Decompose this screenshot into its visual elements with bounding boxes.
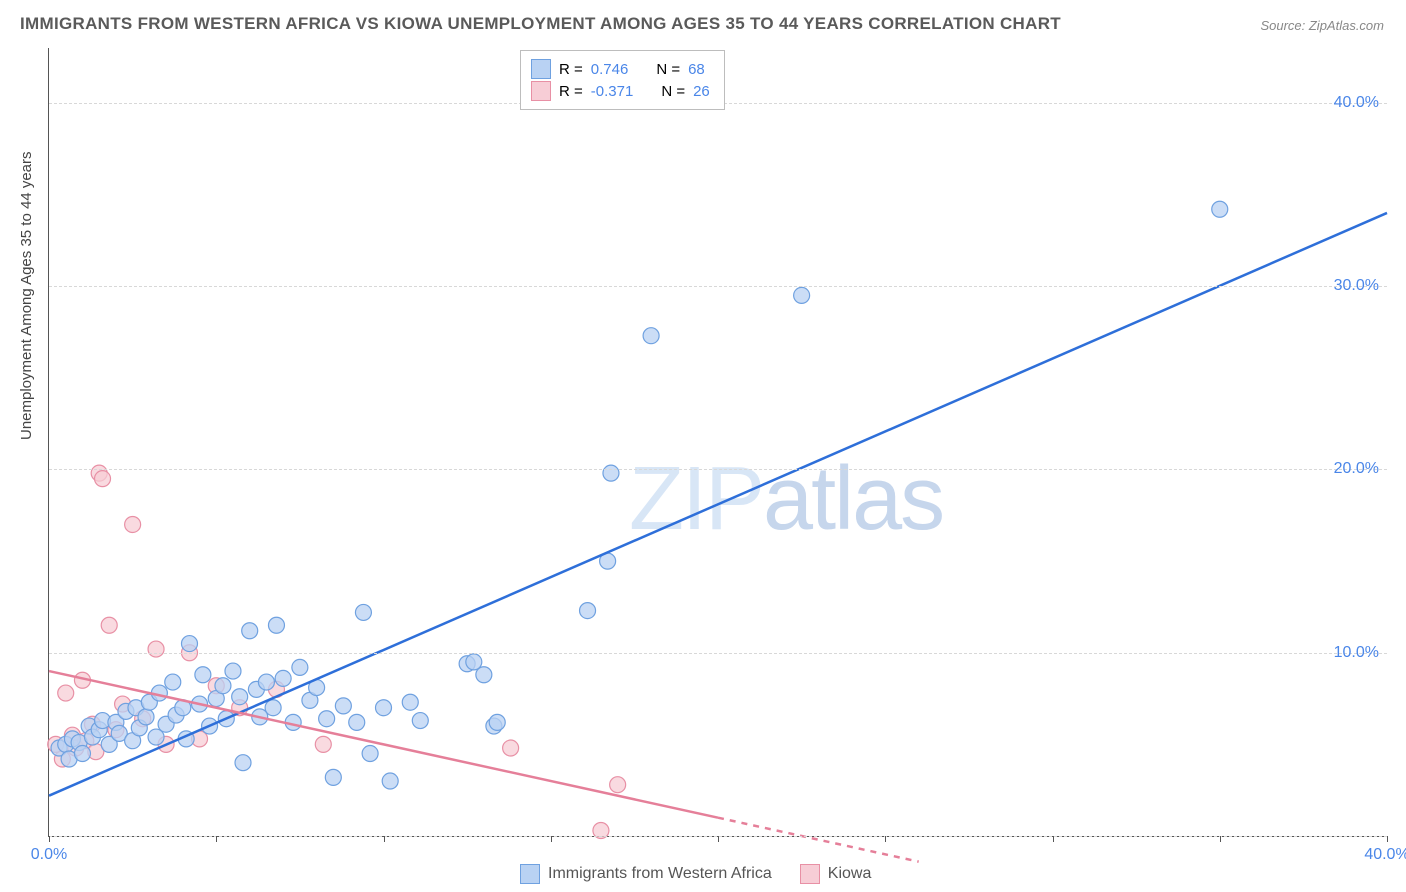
correlation-legend: R = 0.746 N = 68 R = -0.371 N = 26	[520, 50, 725, 110]
y-axis-label: Unemployment Among Ages 35 to 44 years	[18, 151, 35, 440]
swatch-blue	[520, 864, 540, 884]
legend-item-blue: Immigrants from Western Africa	[520, 864, 772, 884]
legend-row-blue: R = 0.746 N = 68	[531, 59, 710, 79]
x-tick	[718, 836, 719, 842]
legend-label-pink: Kiowa	[828, 865, 872, 883]
chart-title: IMMIGRANTS FROM WESTERN AFRICA VS KIOWA …	[20, 14, 1061, 34]
x-tick	[885, 836, 886, 842]
y-tick-label: 20.0%	[1334, 460, 1379, 478]
x-tick	[1220, 836, 1221, 842]
y-tick-label: 40.0%	[1334, 94, 1379, 112]
plot-area: ZIPatlas 10.0%20.0%30.0%40.0%0.0%40.0%	[48, 48, 1387, 837]
swatch-pink	[531, 81, 551, 101]
n-label: N =	[661, 83, 685, 100]
x-tick	[551, 836, 552, 842]
r-label: R =	[559, 61, 583, 78]
source-link[interactable]: ZipAtlas.com	[1309, 18, 1384, 33]
x-tick	[216, 836, 217, 842]
y-tick-label: 30.0%	[1334, 277, 1379, 295]
gridline-h	[49, 653, 1387, 654]
series-legend: Immigrants from Western Africa Kiowa	[520, 864, 871, 884]
n-value-pink: 26	[693, 83, 710, 100]
x-tick-label: 40.0%	[1364, 846, 1406, 864]
x-tick	[384, 836, 385, 842]
legend-row-pink: R = -0.371 N = 26	[531, 81, 710, 101]
r-value-pink: -0.371	[591, 83, 634, 100]
gridline-h	[49, 469, 1387, 470]
n-value-blue: 68	[688, 61, 705, 78]
gridline-h	[49, 286, 1387, 287]
x-tick	[1387, 836, 1388, 842]
chart-svg	[49, 48, 1387, 836]
x-tick	[49, 836, 50, 842]
legend-label-blue: Immigrants from Western Africa	[548, 865, 772, 883]
source-attribution: Source: ZipAtlas.com	[1260, 18, 1384, 33]
legend-item-pink: Kiowa	[800, 864, 872, 884]
x-tick-label: 0.0%	[31, 846, 67, 864]
source-prefix: Source:	[1260, 18, 1308, 33]
n-label: N =	[656, 61, 680, 78]
swatch-pink	[800, 864, 820, 884]
x-tick	[1053, 836, 1054, 842]
r-value-blue: 0.746	[591, 61, 629, 78]
swatch-blue	[531, 59, 551, 79]
r-label: R =	[559, 83, 583, 100]
y-tick-label: 10.0%	[1334, 644, 1379, 662]
